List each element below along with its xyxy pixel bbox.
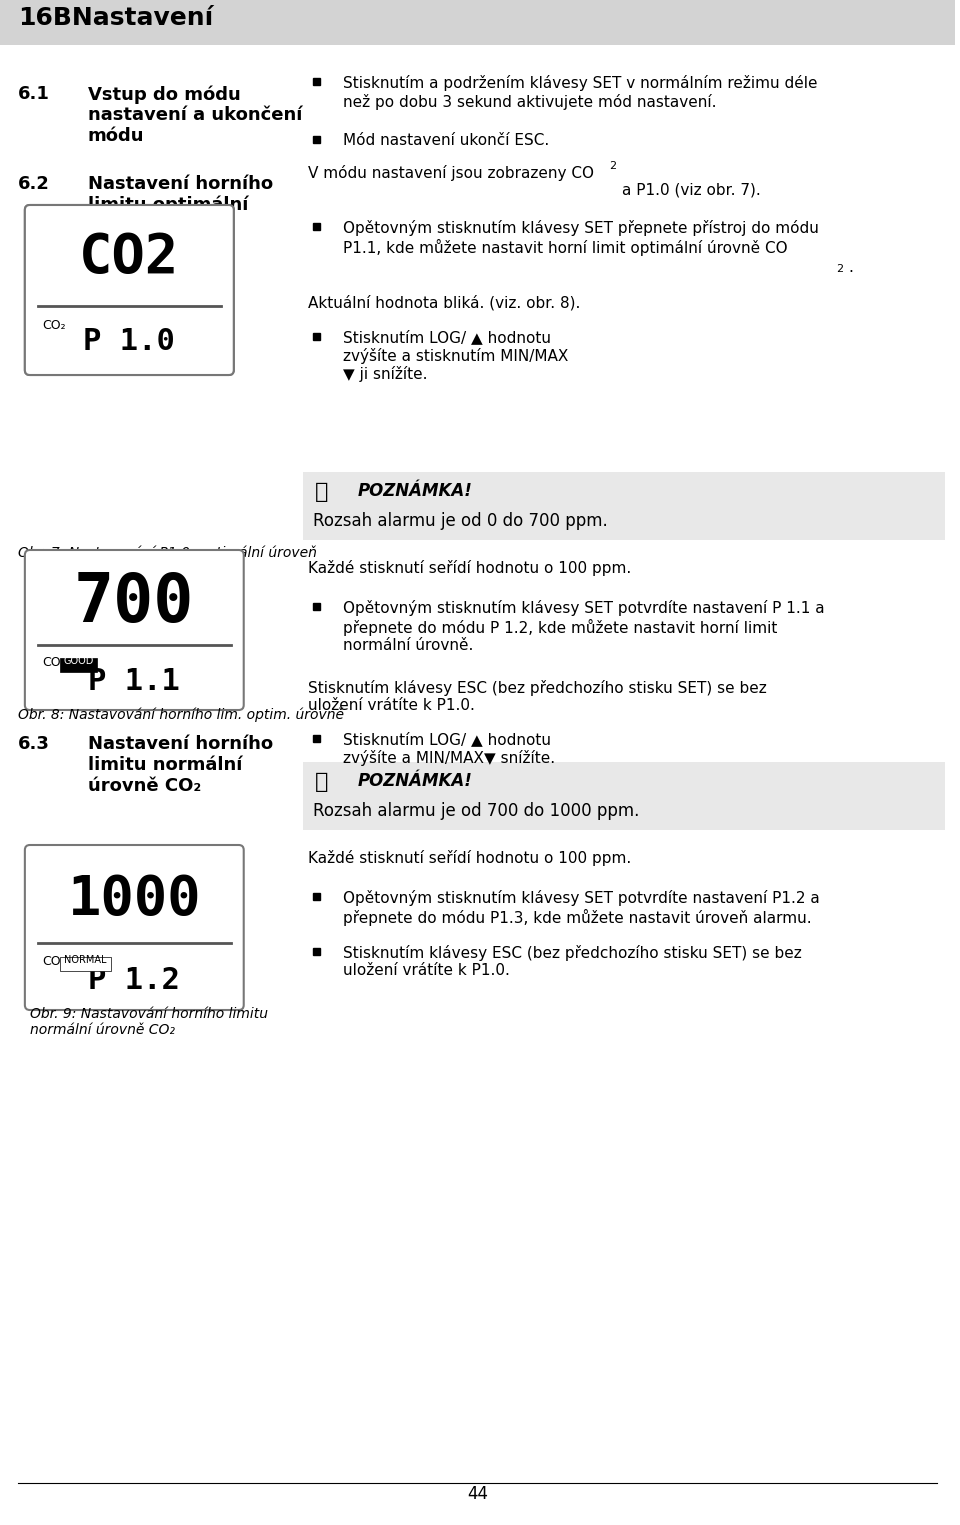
- Text: Každé stisknutí seřídí hodnotu o 100 ppm.: Každé stisknutí seřídí hodnotu o 100 ppm…: [308, 560, 632, 576]
- FancyBboxPatch shape: [60, 956, 111, 971]
- Text: 1000: 1000: [67, 874, 201, 926]
- FancyBboxPatch shape: [0, 0, 955, 46]
- Text: Stisknutím LOG/ ▲ hodnotu
zvýšíte a stisknutím MIN/MAX
▼ ji snížíte.: Stisknutím LOG/ ▲ hodnotu zvýšíte a stis…: [344, 329, 568, 383]
- Text: CO₂: CO₂: [42, 656, 65, 669]
- FancyBboxPatch shape: [303, 473, 945, 540]
- Bar: [313, 223, 320, 229]
- Text: Mód nastavení ukončí ESC.: Mód nastavení ukončí ESC.: [344, 133, 549, 148]
- Text: CO₂: CO₂: [42, 955, 65, 968]
- Text: 👉: 👉: [315, 772, 328, 791]
- FancyBboxPatch shape: [25, 845, 244, 1010]
- Text: 6.1: 6.1: [18, 85, 50, 104]
- Text: 2: 2: [609, 162, 616, 171]
- Text: CO₂: CO₂: [39, 319, 63, 332]
- Text: GOOD: GOOD: [63, 656, 94, 666]
- Bar: [313, 602, 320, 610]
- Text: 44: 44: [467, 1485, 488, 1504]
- Text: 👉: 👉: [315, 482, 328, 502]
- Text: POZNÁMKA!: POZNÁMKA!: [358, 772, 473, 790]
- Bar: [313, 735, 320, 741]
- Text: Vstup do módu
nastavení a ukončení
módu: Vstup do módu nastavení a ukončení módu: [87, 85, 301, 145]
- Bar: [313, 136, 320, 142]
- Text: Rozsah alarmu je od 700 do 1000 ppm.: Rozsah alarmu je od 700 do 1000 ppm.: [313, 802, 639, 820]
- Text: V módu nastavení jsou zobrazeny CO: V módu nastavení jsou zobrazeny CO: [308, 165, 594, 181]
- Text: Opětovným stisknutím klávesy SET potvrdíte nastavení P 1.1 a
přepnete do módu P : Opětovným stisknutím klávesy SET potvrdí…: [344, 599, 825, 653]
- Text: P 1.1: P 1.1: [88, 666, 180, 695]
- Text: NORMAL: NORMAL: [64, 955, 107, 965]
- Text: Nastavení horního
limitu optimální
úrovně CO₂: Nastavení horního limitu optimální úrovn…: [87, 175, 273, 235]
- FancyBboxPatch shape: [25, 204, 234, 375]
- Text: 700: 700: [74, 570, 195, 636]
- Text: .: .: [849, 259, 853, 274]
- Text: CO₂: CO₂: [42, 319, 65, 332]
- Text: Obr. 7: Nastavování P1.0: optimální úroveň: Obr. 7: Nastavování P1.0: optimální úrov…: [18, 544, 317, 560]
- Text: Obr. 8: Nastavování horního lim. optim. úrovně: Obr. 8: Nastavování horního lim. optim. …: [18, 708, 344, 721]
- FancyBboxPatch shape: [25, 551, 244, 711]
- Text: Stisknutím a podržením klávesy SET v normálním režimu déle
než po dobu 3 sekund : Stisknutím a podržením klávesy SET v nor…: [344, 75, 818, 110]
- Text: Aktuální hodnota bliká. (viz. obr. 8).: Aktuální hodnota bliká. (viz. obr. 8).: [308, 294, 581, 311]
- Text: P 1.0: P 1.0: [84, 326, 176, 355]
- Text: P 1.2: P 1.2: [88, 965, 180, 994]
- Text: Opětovným stisknutím klávesy SET potvrdíte nastavení P1.2 a
přepnete do módu P1.: Opětovným stisknutím klávesy SET potvrdí…: [344, 891, 820, 926]
- Text: Nastavení horního
limitu normální
úrovně CO₂: Nastavení horního limitu normální úrovně…: [87, 735, 273, 795]
- Text: Obr. 9: Nastavování horního limitu
normální úrovně CO₂: Obr. 9: Nastavování horního limitu normá…: [30, 1006, 268, 1037]
- Text: 16BNastavení: 16BNastavení: [18, 6, 213, 31]
- FancyBboxPatch shape: [60, 657, 98, 673]
- FancyBboxPatch shape: [303, 762, 945, 830]
- Bar: [313, 78, 320, 84]
- Bar: [313, 947, 320, 955]
- Bar: [313, 892, 320, 900]
- FancyBboxPatch shape: [25, 204, 234, 375]
- Text: a P1.0 (viz obr. 7).: a P1.0 (viz obr. 7).: [622, 165, 760, 197]
- Text: 6.3: 6.3: [18, 735, 50, 753]
- Text: CO2: CO2: [80, 232, 180, 285]
- Text: 6.2: 6.2: [18, 175, 50, 194]
- Bar: [313, 332, 320, 340]
- Text: Každé stisknutí seřídí hodnotu o 100 ppm.: Každé stisknutí seřídí hodnotu o 100 ppm…: [308, 849, 632, 866]
- Text: Stisknutím LOG/ ▲ hodnotu
zvýšíte a MIN/MAX▼ snížíte.: Stisknutím LOG/ ▲ hodnotu zvýšíte a MIN/…: [344, 732, 555, 766]
- Text: 2: 2: [836, 264, 844, 274]
- Text: CO2: CO2: [89, 233, 170, 276]
- Text: Stisknutím klávesy ESC (bez předchozího stisku SET) se bez
uložení vrátíte k P1.: Stisknutím klávesy ESC (bez předchozího …: [308, 680, 767, 714]
- Text: P 1.0: P 1.0: [84, 326, 176, 355]
- Text: Opětovným stisknutím klávesy SET přepnete přístroj do módu
P1.1, kde můžete nast: Opětovným stisknutím klávesy SET přepnet…: [344, 220, 819, 256]
- Text: POZNÁMKA!: POZNÁMKA!: [358, 482, 473, 500]
- Text: Stisknutím klávesy ESC (bez předchozího stisku SET) se bez
uložení vrátíte k P1.: Stisknutím klávesy ESC (bez předchozího …: [344, 946, 802, 979]
- Text: Rozsah alarmu je od 0 do 700 ppm.: Rozsah alarmu je od 0 do 700 ppm.: [313, 512, 608, 531]
